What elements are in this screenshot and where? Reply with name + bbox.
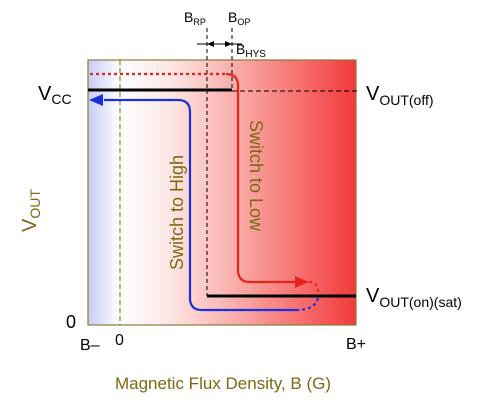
bop-label: BOP (228, 9, 250, 27)
switch-low-tail-dotted (308, 280, 320, 293)
x-axis-title: Magnetic Flux Density, B (G) (115, 374, 331, 393)
vcc-label: VCC (38, 83, 72, 107)
vout-off-label: VOUT(off) (366, 83, 434, 108)
hys-arrow-head-right (225, 41, 232, 47)
b-plus-label: B+ (346, 336, 366, 353)
bhys-label: BHYS (236, 41, 266, 60)
zero-y-label: 0 (66, 312, 76, 332)
switch-high-path (104, 98, 296, 312)
hys-arrow-head-left (207, 41, 214, 47)
zero-x-label: 0 (115, 332, 124, 349)
vout-on-label: VOUT(on)(sat) (366, 285, 462, 310)
switch-high-arrowhead (89, 94, 103, 106)
switch-high-dotted-path (295, 297, 320, 312)
brp-label: BRP (184, 9, 206, 27)
b-minus-label: B– (80, 337, 100, 354)
switch-low-path (225, 72, 296, 284)
vout-axis-label: VOUT (19, 189, 43, 232)
switch-low-arrowhead (295, 276, 309, 288)
switch-to-low-label: Switch to Low (246, 120, 266, 232)
plot-area (87, 59, 357, 326)
switch-to-high-label: Switch to High (167, 155, 187, 270)
